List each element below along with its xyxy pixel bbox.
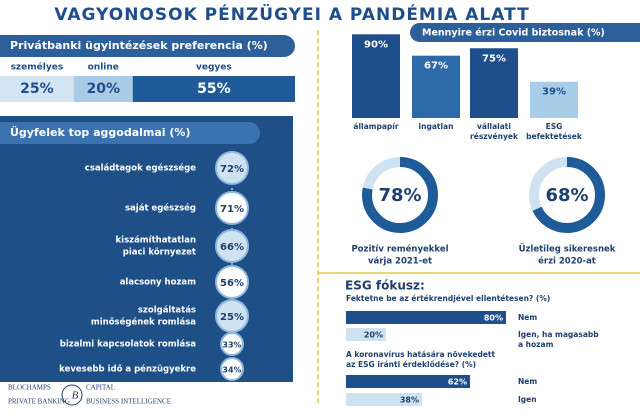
logo-box	[2, 382, 202, 409]
concern-badge	[215, 151, 249, 185]
covid-value: 75%	[482, 53, 506, 64]
esg-question: A koronavírus hatására növekedett	[346, 350, 496, 359]
covid-bar	[470, 48, 518, 118]
esg-answer: Nem	[518, 377, 537, 386]
donut-value: 78%	[378, 185, 421, 206]
esg-value: 80%	[484, 314, 503, 323]
donut-caption: érzi 2020-at	[538, 256, 596, 267]
covid-value: 90%	[364, 39, 388, 50]
covid-value: 39%	[542, 87, 566, 98]
covid-bar	[530, 81, 578, 118]
concern-value: 25%	[220, 312, 244, 323]
logo-line: BUSINESS INTELLIGENCE	[86, 398, 171, 406]
concern-label: bizalmi kapcsolatok romlása	[60, 340, 196, 350]
concern-value: 66%	[220, 242, 244, 253]
covid-label: vállalati	[477, 122, 511, 131]
preference-segment	[73, 76, 133, 102]
covid-label: állampapír	[353, 122, 398, 131]
concern-label: piaci környezet	[123, 248, 196, 258]
concern-label: saját egészség	[125, 203, 196, 214]
covid-value: 67%	[424, 61, 448, 72]
concern-value: 72%	[220, 164, 244, 175]
esg-bar	[346, 328, 386, 341]
concern-value: 71%	[220, 204, 244, 215]
esg-value: 20%	[364, 331, 383, 340]
esg-answer: Igen	[518, 395, 537, 404]
logo-line: PRIVATE BANKING	[8, 398, 70, 406]
logo-letter: B	[72, 390, 79, 402]
page-title: VAGYONOSOK PÉNZÜGYEI A PANDÉMIA ALATT	[54, 3, 529, 25]
concern-value: 34%	[222, 366, 241, 375]
concern-badge	[215, 229, 249, 263]
esg-value: 38%	[400, 396, 419, 405]
esg-answer: Igen, ha magasabb	[518, 330, 599, 339]
section-header	[0, 122, 260, 144]
concern-label: minőségének romlása	[91, 317, 196, 328]
preference-segment	[0, 76, 74, 102]
covid-label: ingatlan	[419, 122, 454, 131]
covid-bar	[352, 34, 400, 118]
esg-value: 62%	[448, 378, 467, 387]
donut-caption: Üzletileg sikeresnek	[519, 244, 616, 255]
covid-label: ESG	[546, 122, 563, 131]
concern-label: családtagok egészsége	[85, 163, 196, 174]
concern-value: 56%	[220, 278, 244, 289]
donut-arc	[362, 157, 438, 233]
concern-label: kevesebb idő a pénzügyekre	[59, 364, 196, 375]
donut-caption: Pozitív reményekkel	[351, 244, 448, 255]
logo-brand: BLOCHAMPS	[8, 384, 51, 392]
esg-bar	[346, 375, 470, 388]
preference-segment	[132, 76, 295, 102]
concern-badge	[220, 332, 244, 356]
concern-label: szolgáltatás	[138, 306, 196, 316]
concern-label: kiszámíthatatlan	[116, 236, 197, 246]
segment-value: 55%	[197, 81, 231, 97]
donut-value: 68%	[545, 185, 588, 206]
segment-name: vegyes	[196, 63, 232, 73]
covid-label: részvények	[470, 132, 519, 141]
section-header	[410, 23, 640, 42]
segment-name: online	[88, 63, 119, 73]
concern-badge	[215, 265, 249, 299]
donut-caption: várja 2021-et	[368, 257, 432, 267]
concern-value: 33%	[222, 341, 241, 350]
logo-brand: CAPITAL	[86, 384, 115, 392]
esg-bar	[346, 311, 506, 324]
section-header	[0, 35, 295, 57]
concern-badge	[220, 357, 244, 381]
esg-question: Fektetne be az értékrendjével ellentétes…	[346, 294, 550, 303]
section-heading: Privátbanki ügyintézések preferencia (%)	[10, 39, 268, 52]
esg-question: az ESG iránti érdeklődése? (%)	[346, 360, 476, 369]
section-heading: ESG fókusz:	[345, 279, 425, 293]
esg-answer: Nem	[518, 313, 537, 322]
section-heading: Ügyfelek top aggodalmai (%)	[10, 125, 190, 139]
esg-bar	[346, 393, 422, 406]
concern-badge	[215, 191, 249, 225]
segment-name: személyes	[11, 62, 64, 73]
esg-answer: a hozam	[518, 340, 554, 349]
covid-label: befektetések	[526, 132, 583, 141]
covid-bar	[412, 55, 460, 118]
section-heading: Mennyire érzi Covid biztosnak (%)	[422, 28, 605, 39]
segment-value: 25%	[20, 81, 54, 97]
segment-value: 20%	[86, 81, 120, 97]
logo-emblem	[61, 384, 83, 406]
concern-label: alacsony hozam	[120, 278, 196, 288]
donut-arc	[529, 157, 605, 233]
